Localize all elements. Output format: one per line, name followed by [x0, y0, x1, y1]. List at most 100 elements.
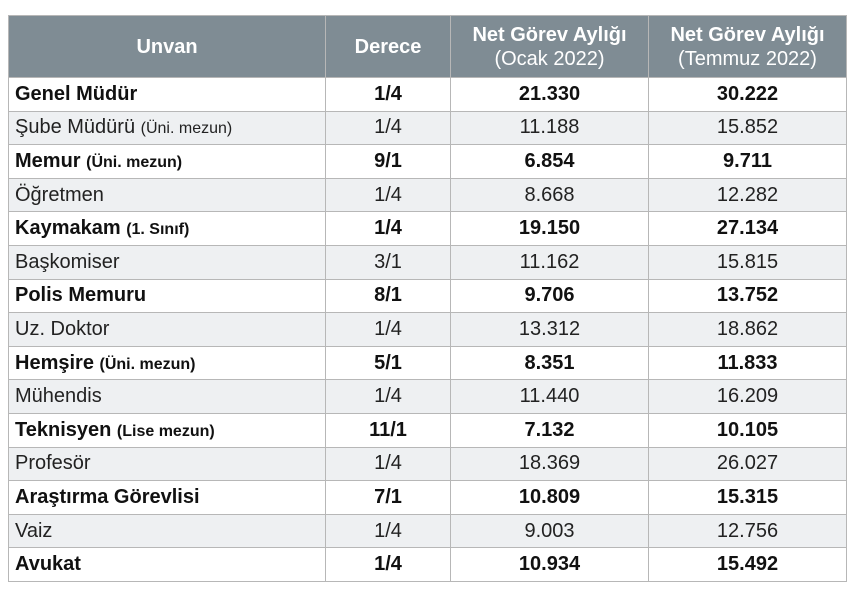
- july-salary-cell: 16.209: [648, 379, 847, 414]
- january-salary-cell: 21.330: [450, 77, 649, 112]
- table-row: Profesör 1/4 18.369 26.027: [8, 446, 847, 482]
- header-january-salary: Net Görev Aylığı (Ocak 2022): [450, 15, 649, 78]
- title-text: Kaymakam: [15, 217, 121, 240]
- table-row: Kaymakam (1. Sınıf) 1/4 19.150 27.134: [8, 211, 847, 246]
- degree-cell: 1/4: [325, 110, 451, 146]
- title-note: (Lise mezun): [116, 422, 215, 440]
- title-text: Mühendis: [15, 385, 102, 408]
- january-salary-cell: 10.934: [450, 547, 649, 582]
- title-cell: Uz. Doktor: [8, 312, 326, 347]
- title-cell: Avukat: [8, 547, 326, 582]
- degree-cell: 1/4: [325, 177, 451, 213]
- header-july-line1: Net Görev Aylığı: [670, 23, 825, 46]
- title-cell: Genel Müdür: [8, 77, 326, 112]
- january-salary-cell: 13.312: [450, 312, 649, 347]
- july-salary-cell: 27.134: [648, 211, 847, 246]
- table-row: Şube Müdürü (Üni. mezun) 1/4 11.188 15.852: [8, 110, 847, 146]
- title-text: Hemşire: [15, 351, 94, 374]
- january-salary-cell: 11.440: [450, 379, 649, 414]
- title-cell: Vaiz: [8, 513, 326, 549]
- degree-cell: 11/1: [325, 412, 451, 448]
- title-cell: Başkomiser: [8, 244, 326, 280]
- title-text: Araştırma Görevlisi: [15, 485, 200, 508]
- degree-cell: 9/1: [325, 144, 451, 179]
- july-salary-cell: 15.852: [648, 110, 847, 146]
- title-text: Teknisyen: [15, 418, 112, 441]
- title-text: Uz. Doktor: [15, 317, 110, 340]
- january-salary-cell: 8.668: [450, 177, 649, 213]
- january-salary-cell: 10.809: [450, 480, 649, 515]
- january-salary-cell: 6.854: [450, 144, 649, 179]
- table-row: Memur (Üni. mezun) 9/1 6.854 9.711: [8, 144, 847, 179]
- degree-cell: 5/1: [325, 345, 451, 381]
- title-cell: Polis Memuru: [8, 278, 326, 314]
- title-cell: Şube Müdürü (Üni. mezun): [8, 110, 326, 146]
- table-row: Teknisyen (Lise mezun) 11/1 7.132 10.105: [8, 412, 847, 448]
- july-salary-cell: 9.711: [648, 144, 847, 179]
- degree-cell: 1/4: [325, 77, 451, 112]
- table-row: Araştırma Görevlisi 7/1 10.809 15.315: [8, 480, 847, 515]
- salary-table: Unvan Derece Net Görev Aylığı (Ocak 2022…: [8, 15, 847, 582]
- degree-cell: 8/1: [325, 278, 451, 314]
- title-cell: Araştırma Görevlisi: [8, 480, 326, 515]
- header-degree: Derece: [325, 15, 451, 78]
- july-salary-cell: 12.282: [648, 177, 847, 213]
- july-salary-cell: 30.222: [648, 77, 847, 112]
- table-row: Hemşire (Üni. mezun) 5/1 8.351 11.833: [8, 345, 847, 381]
- header-title: Unvan: [8, 15, 326, 78]
- july-salary-cell: 15.815: [648, 244, 847, 280]
- january-salary-cell: 11.162: [450, 244, 649, 280]
- july-salary-cell: 18.862: [648, 312, 847, 347]
- degree-cell: 7/1: [325, 480, 451, 515]
- degree-cell: 3/1: [325, 244, 451, 280]
- january-salary-cell: 9.003: [450, 513, 649, 549]
- title-cell: Kaymakam (1. Sınıf): [8, 211, 326, 246]
- degree-cell: 1/4: [325, 513, 451, 549]
- january-salary-cell: 7.132: [450, 412, 649, 448]
- january-salary-cell: 11.188: [450, 110, 649, 146]
- degree-cell: 1/4: [325, 211, 451, 246]
- july-salary-cell: 15.492: [648, 547, 847, 582]
- july-salary-cell: 26.027: [648, 446, 847, 482]
- title-text: Memur: [15, 149, 81, 172]
- table-row: Başkomiser 3/1 11.162 15.815: [8, 244, 847, 280]
- title-cell: Mühendis: [8, 379, 326, 414]
- july-salary-cell: 15.315: [648, 480, 847, 515]
- degree-cell: 1/4: [325, 312, 451, 347]
- title-text: Öğretmen: [15, 183, 104, 206]
- title-text: Genel Müdür: [15, 82, 138, 105]
- january-salary-cell: 19.150: [450, 211, 649, 246]
- july-salary-cell: 10.105: [648, 412, 847, 448]
- title-note: (Üni. mezun): [86, 153, 183, 171]
- header-july-salary: Net Görev Aylığı (Temmuz 2022): [648, 15, 847, 78]
- title-text: Başkomiser: [15, 250, 120, 273]
- title-text: Avukat: [15, 553, 81, 576]
- table-row: Polis Memuru 8/1 9.706 13.752: [8, 278, 847, 314]
- january-salary-cell: 9.706: [450, 278, 649, 314]
- title-cell: Memur (Üni. mezun): [8, 144, 326, 179]
- january-salary-cell: 8.351: [450, 345, 649, 381]
- title-note: (Üni. mezun): [140, 120, 233, 138]
- degree-cell: 1/4: [325, 379, 451, 414]
- title-text: Polis Memuru: [15, 284, 147, 307]
- january-salary-cell: 18.369: [450, 446, 649, 482]
- header-january-line2: (Ocak 2022): [494, 47, 605, 70]
- title-cell: Profesör: [8, 446, 326, 482]
- header-january-line1: Net Görev Aylığı: [472, 23, 627, 46]
- title-cell: Öğretmen: [8, 177, 326, 213]
- july-salary-cell: 12.756: [648, 513, 847, 549]
- title-cell: Teknisyen (Lise mezun): [8, 412, 326, 448]
- july-salary-cell: 11.833: [648, 345, 847, 381]
- table-row: Uz. Doktor 1/4 13.312 18.862: [8, 312, 847, 347]
- table-row: Genel Müdür 1/4 21.330 30.222: [8, 77, 847, 112]
- table-row: Vaiz 1/4 9.003 12.756: [8, 513, 847, 549]
- july-salary-cell: 13.752: [648, 278, 847, 314]
- table-row: Öğretmen 1/4 8.668 12.282: [8, 177, 847, 213]
- degree-cell: 1/4: [325, 446, 451, 482]
- title-text: Şube Müdürü: [15, 116, 136, 139]
- header-july-line2: (Temmuz 2022): [678, 47, 817, 70]
- degree-cell: 1/4: [325, 547, 451, 582]
- title-text: Profesör: [15, 452, 91, 475]
- title-text: Vaiz: [15, 519, 53, 542]
- table-row: Avukat 1/4 10.934 15.492: [8, 547, 847, 582]
